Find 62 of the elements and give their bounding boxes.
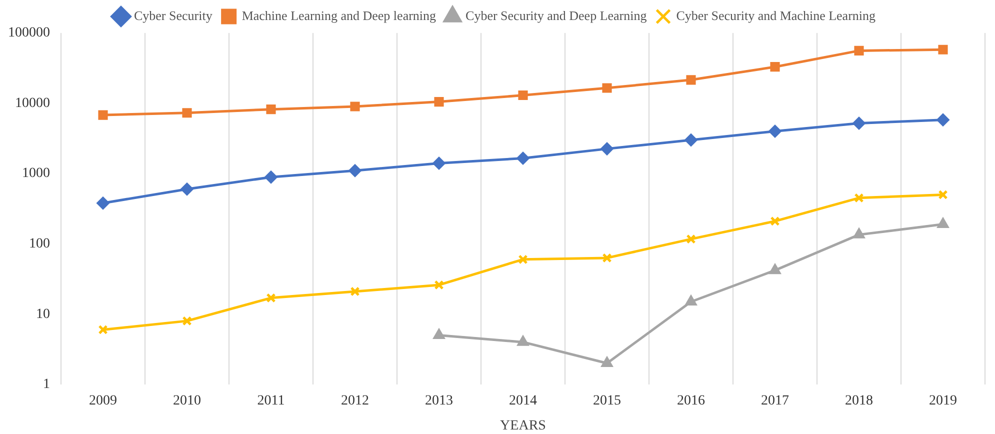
point xyxy=(182,108,192,118)
y-tick-label: 100 xyxy=(29,236,50,252)
point xyxy=(938,44,948,54)
point xyxy=(434,280,444,290)
point xyxy=(686,75,696,85)
point xyxy=(350,102,360,112)
point xyxy=(516,152,530,165)
point xyxy=(686,234,696,244)
point xyxy=(854,46,864,56)
point xyxy=(768,124,782,138)
point xyxy=(852,116,866,130)
point xyxy=(182,316,192,326)
point xyxy=(266,104,276,114)
x-tick-label: 2016 xyxy=(677,393,705,408)
legend-label: Cyber Security xyxy=(134,8,213,23)
point xyxy=(434,97,444,107)
point xyxy=(769,264,781,274)
point xyxy=(348,164,362,177)
x-tick-label: 2011 xyxy=(257,393,285,408)
point xyxy=(685,295,697,306)
x-tick-label: 2017 xyxy=(761,393,789,408)
legend-label: Cyber Security and Machine Learning xyxy=(676,8,876,23)
legend-label: Cyber Security and Deep Learning xyxy=(466,8,648,23)
point xyxy=(433,329,445,340)
y-tick-label: 10000 xyxy=(15,96,50,111)
y-tick-label: 1 xyxy=(43,377,50,392)
x-tick-label: 2013 xyxy=(425,393,453,408)
y-tick-label: 1000 xyxy=(22,166,50,182)
point xyxy=(770,216,780,226)
point xyxy=(266,293,276,303)
legend-label: Machine Learning and Deep learning xyxy=(242,8,437,23)
x-tick-label: 2019 xyxy=(929,393,957,408)
point xyxy=(937,218,949,228)
x-tick-label: 2009 xyxy=(89,393,117,408)
point xyxy=(853,228,865,238)
point xyxy=(264,170,278,184)
point xyxy=(98,324,108,334)
point xyxy=(684,134,698,146)
point xyxy=(602,253,612,263)
y-tick-label: 10 xyxy=(36,306,50,322)
point xyxy=(938,190,948,200)
x-tick-label: 2018 xyxy=(845,393,873,408)
x-tick-label: 2015 xyxy=(593,393,621,408)
point xyxy=(518,254,528,264)
x-axis-title: YEARS xyxy=(500,418,546,434)
x-tick-label: 2012 xyxy=(341,393,369,408)
y-tick-label: 100000 xyxy=(8,26,50,41)
point xyxy=(517,336,529,346)
point xyxy=(350,286,360,296)
point xyxy=(518,90,528,100)
x-tick-label: 2010 xyxy=(173,393,201,408)
point xyxy=(854,193,864,203)
point xyxy=(98,110,108,120)
x-tick-label: 2014 xyxy=(509,393,537,408)
point xyxy=(770,62,780,72)
point xyxy=(602,83,612,93)
point xyxy=(936,114,950,126)
point xyxy=(432,157,446,170)
point xyxy=(600,142,614,156)
point xyxy=(96,196,110,210)
point xyxy=(180,182,194,196)
point xyxy=(601,356,613,367)
